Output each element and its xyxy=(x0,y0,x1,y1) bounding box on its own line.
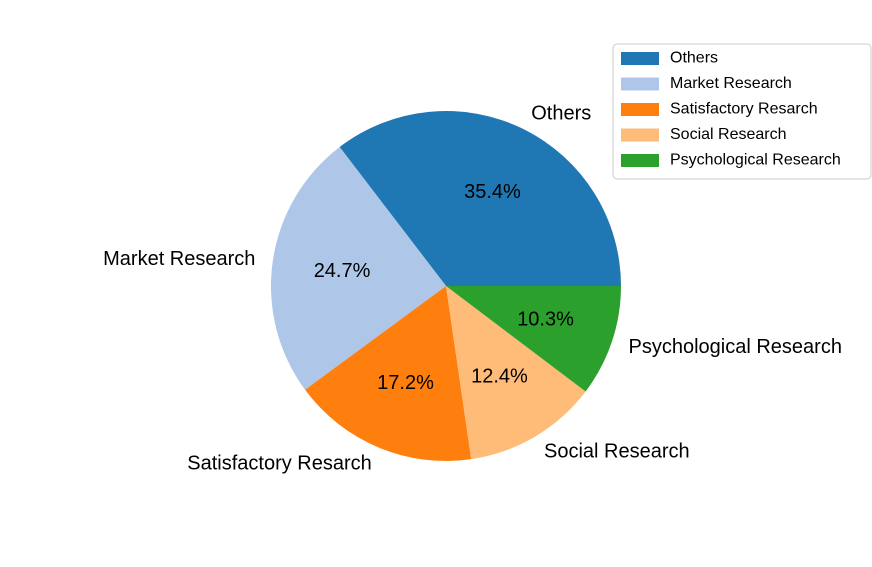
legend-swatch-social-research xyxy=(621,128,659,142)
category-label-market-research: Market Research xyxy=(103,248,255,270)
pie-slice-psychological-research xyxy=(446,286,621,392)
legend-label-market-research: Market Research xyxy=(670,75,792,92)
category-labels: Others Market Research Satisfactory Resarc… xyxy=(103,102,842,474)
legend-swatch-others xyxy=(621,52,659,65)
pie-slice-satisfactory-resarch xyxy=(305,286,472,462)
legend-label-satisfactory-resarch: Satisfactory Resarch xyxy=(670,101,818,118)
legend-label-social-research: Social Research xyxy=(670,126,787,143)
legend-label-psychological-research: Psychological Research xyxy=(670,152,841,169)
legend-frame xyxy=(612,43,872,180)
category-label-social-research: Social Research xyxy=(544,441,690,463)
percent-label-psychological-research: 10.3% xyxy=(517,308,574,330)
legend-items: Others Market Research Satisfactory Resarc… xyxy=(621,50,841,169)
legend-label-others: Others xyxy=(670,50,718,67)
percent-label-market-research: 24.7% xyxy=(314,260,371,282)
legend-swatch-market-research xyxy=(621,77,659,91)
pie-slice-social-research xyxy=(446,286,586,460)
percent-labels: 35.4% 24.7% 17.2% 12.4% 10.3% xyxy=(314,181,574,394)
percent-label-others: 35.4% xyxy=(464,181,521,203)
category-label-satisfactory-resarch: Satisfactory Resarch xyxy=(187,453,372,475)
percent-label-satisfactory-resarch: 17.2% xyxy=(377,372,434,394)
pie-slice-others xyxy=(339,111,621,286)
category-label-psychological-research: Psychological Research xyxy=(629,336,842,358)
legend: Others Market Research Satisfactory Resarc… xyxy=(612,43,872,180)
pie-slices xyxy=(270,111,621,462)
legend-swatch-satisfactory-resarch xyxy=(621,103,659,116)
pie-slice-market-research xyxy=(270,147,446,390)
percent-label-social-research: 12.4% xyxy=(471,365,528,387)
legend-swatch-psychological-research xyxy=(621,154,659,167)
category-label-others: Others xyxy=(531,102,591,124)
